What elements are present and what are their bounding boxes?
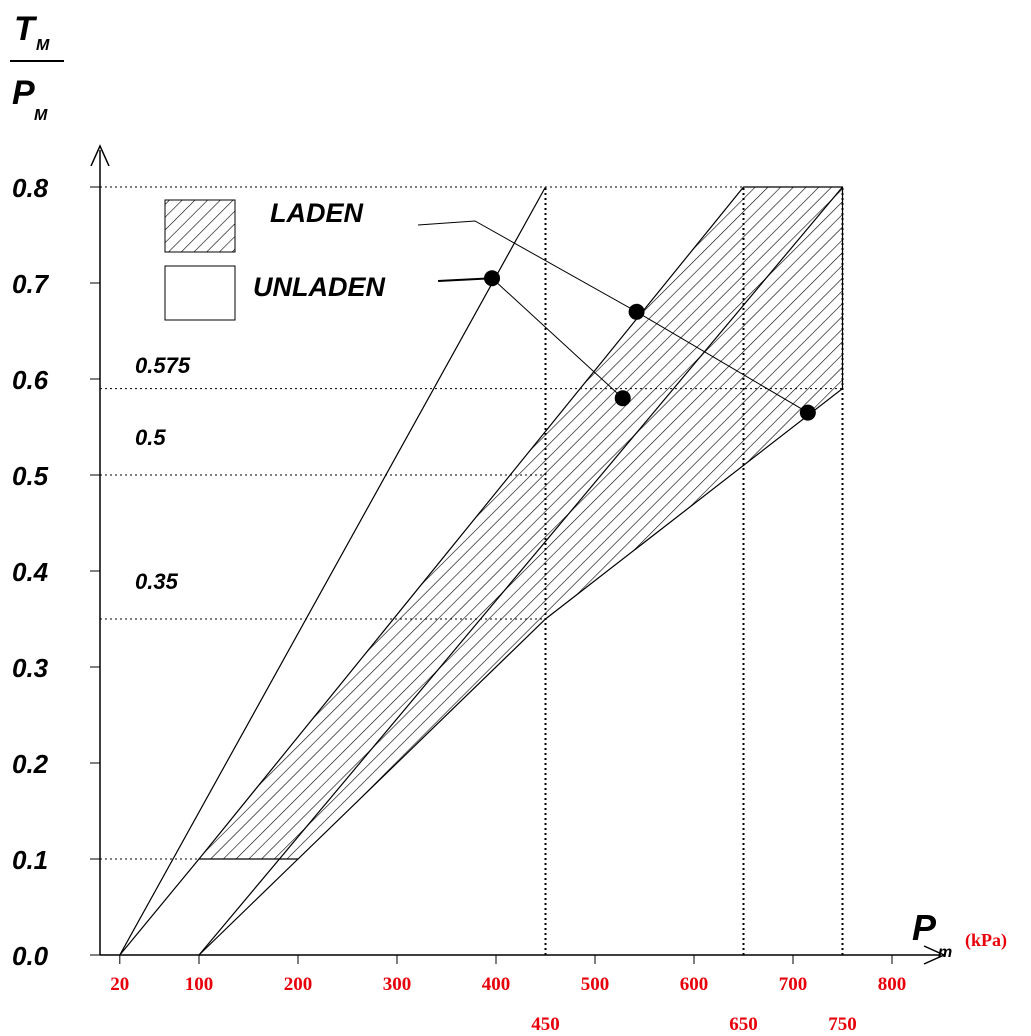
boundary-line-0 [119, 186, 547, 956]
y-tick-label: 0.4 [12, 557, 49, 587]
y-label-denominator-sub: M [34, 107, 48, 124]
leader-laden-a [417, 220, 637, 313]
boundary-lines-layer [119, 186, 843, 956]
y-ref-label: 0.575 [135, 353, 191, 378]
x-tick-label: 100 [185, 974, 214, 995]
y-axis-arrow [90, 144, 110, 167]
y-tick-label: 0.6 [12, 365, 49, 395]
y-label-numerator-sub: M [36, 37, 50, 54]
x-tick-label: 800 [878, 974, 907, 995]
x-tick-label: 300 [383, 974, 412, 995]
x-label-unit: (kPa) [965, 930, 1007, 951]
legend-swatch-unladen [164, 265, 236, 321]
leader-lines-layer [417, 220, 809, 414]
y-tick-label: 0.1 [12, 845, 48, 875]
reference-lines-layer [100, 186, 844, 955]
leader-unladen-b [491, 277, 624, 399]
data-point-unladen [484, 270, 501, 287]
leader-laden-b [636, 311, 809, 414]
data-point-unladen [614, 390, 631, 407]
y-tick-label: 0.7 [12, 269, 50, 299]
data-point-laden [799, 404, 816, 421]
x-tick-label: 500 [581, 974, 610, 995]
boundary-line-1 [119, 858, 200, 956]
x-tick-label: 600 [680, 974, 709, 995]
legend: LADEN UNLADEN [164, 198, 385, 321]
leader-unladen-a [437, 277, 493, 282]
x-label-sub: m [938, 944, 952, 961]
y-ref-label: 0.5 [135, 425, 166, 450]
y-tick-label: 0.5 [12, 461, 49, 491]
legend-label-unladen: UNLADEN [253, 272, 385, 302]
x-axis-label: P m (kPa) [912, 907, 1007, 961]
boundary-line-3 [198, 186, 843, 956]
y-label-numerator: T [14, 10, 38, 48]
x-axis-arrow [923, 945, 946, 965]
x-tick-label: 20 [110, 974, 129, 995]
x-ref-tick-label: 450 [531, 1014, 560, 1035]
x-ref-tick-label: 750 [828, 1014, 857, 1035]
y-tick-label: 0.3 [12, 653, 49, 683]
axes-layer [90, 144, 946, 965]
y-tick-label: 0.0 [12, 941, 49, 971]
x-tick-label: 700 [779, 974, 808, 995]
boundary-line-2 [198, 858, 299, 956]
y-tick-label: 0.2 [12, 749, 49, 779]
data-point-laden [628, 303, 645, 320]
y-ref-label: 0.35 [135, 569, 179, 594]
x-ref-tick-label: 650 [729, 1014, 758, 1035]
x-tick-label: 200 [284, 974, 313, 995]
x-label-main: P [912, 907, 937, 948]
legend-swatch-laden [164, 199, 236, 253]
tick-labels-layer: 0.0 0.1 0.2 0.3 0.4 0.5 0.6 0.7 0.8 20 100 200 300 40… [12, 173, 906, 1035]
y-tick-label: 0.8 [12, 173, 49, 203]
data-points-layer [484, 270, 816, 421]
y-axis-label: T M P M [10, 10, 64, 124]
legend-label-laden: LADEN [270, 198, 363, 228]
y-label-denominator: P [12, 74, 35, 112]
x-tick-label: 400 [482, 974, 511, 995]
